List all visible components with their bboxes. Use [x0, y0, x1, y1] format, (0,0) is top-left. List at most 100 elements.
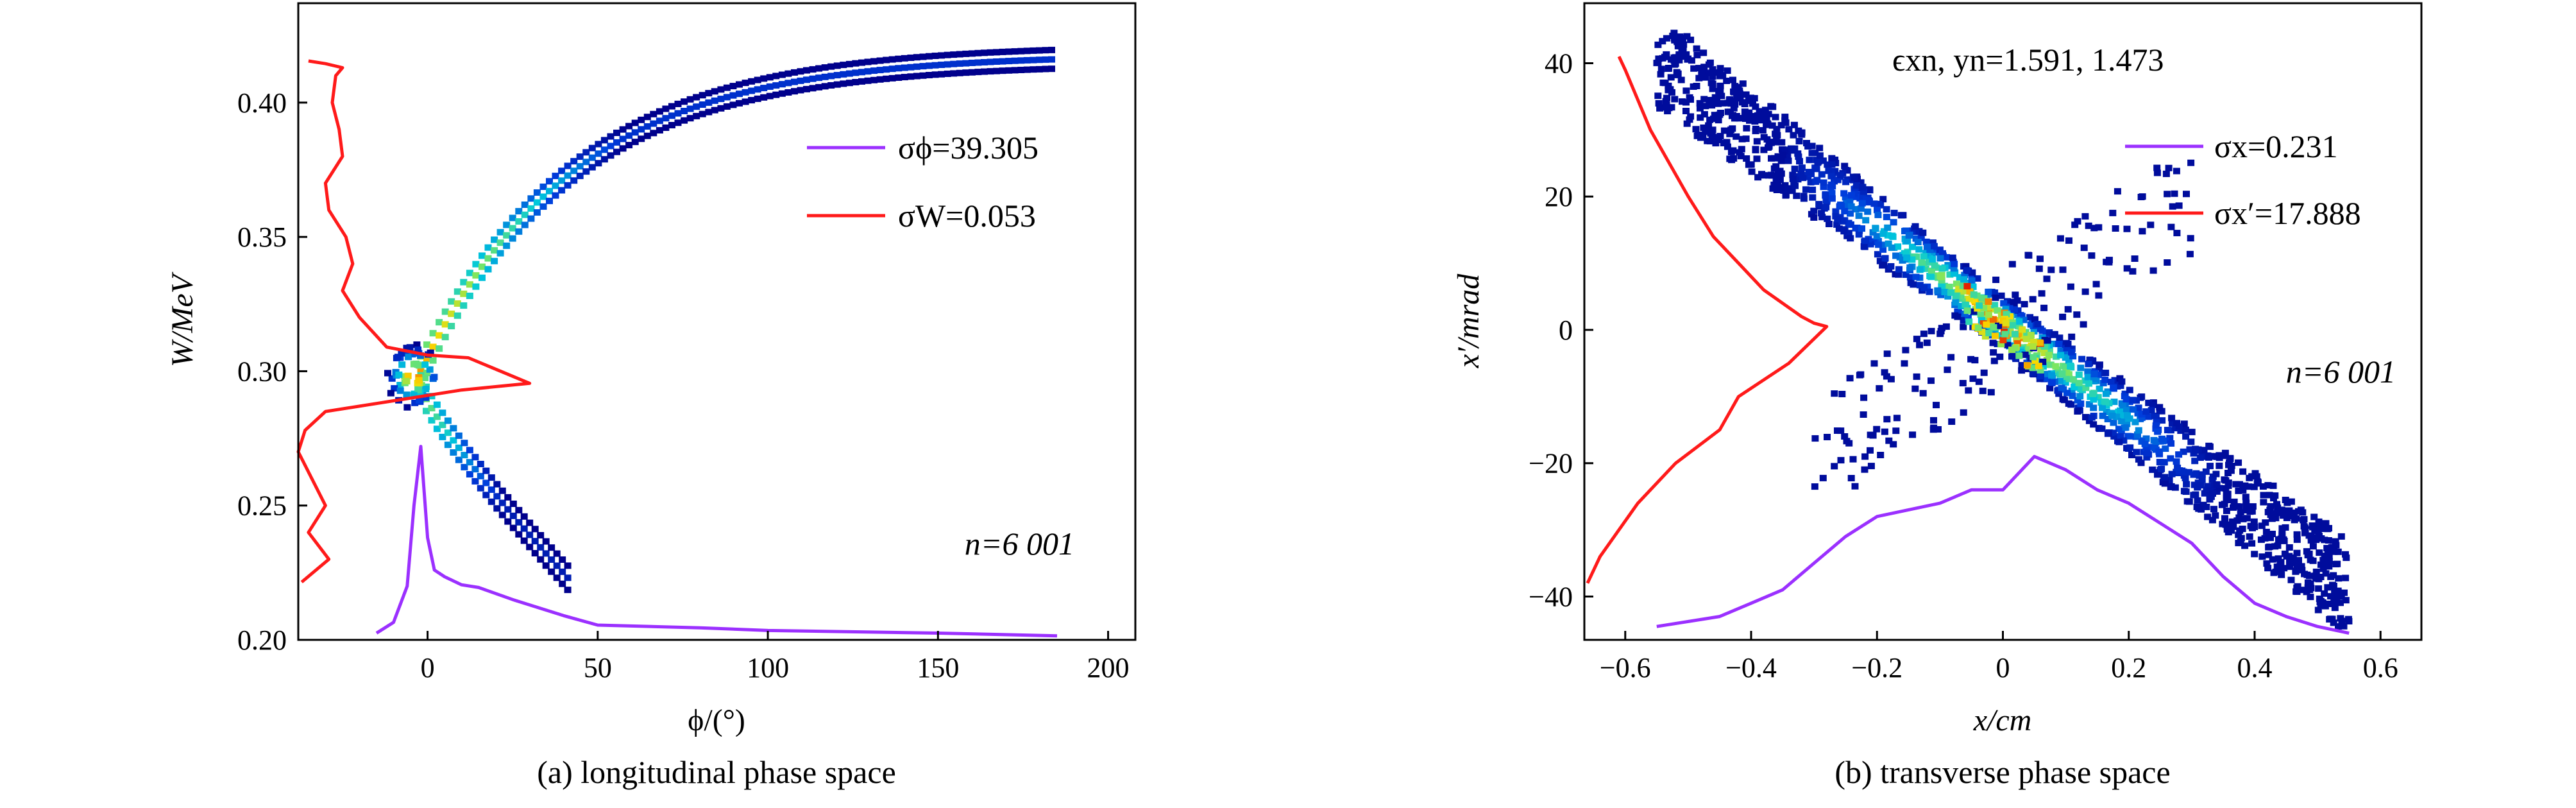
heatmap-cell	[2310, 513, 2318, 520]
heatmap-cell	[2074, 397, 2081, 404]
heatmap-cell	[1923, 243, 1931, 250]
heatmap-cell	[2153, 169, 2161, 176]
heatmap-cell	[2275, 555, 2282, 562]
heatmap-cell	[2022, 329, 2029, 336]
heatmap-cell	[2058, 370, 2066, 377]
heatmap-cell	[1847, 192, 1855, 199]
heatmap-cell	[2235, 459, 2242, 466]
heatmap-cell	[537, 544, 545, 551]
heatmap-cell	[2085, 361, 2092, 368]
heatmap-cell	[448, 310, 455, 317]
heatmap-cell	[2158, 465, 2165, 472]
heatmap-cell	[2187, 159, 2195, 166]
heatmap-cell	[1781, 182, 1789, 189]
heatmap-cell	[1035, 56, 1043, 64]
heatmap-cell	[913, 73, 920, 80]
heatmap-cell	[558, 177, 566, 184]
heatmap-cell	[2012, 311, 2019, 318]
heatmap-cell	[2337, 615, 2344, 622]
heatmap-cell	[2111, 377, 2119, 384]
heatmap-cell	[1784, 151, 1792, 159]
heatmap-cell	[1709, 66, 1716, 73]
heatmap-cell	[2212, 470, 2220, 477]
heatmap-cell	[1908, 256, 1916, 263]
heatmap-cell	[2269, 531, 2276, 537]
heatmap-cell	[477, 485, 484, 492]
heatmap-cell	[1869, 432, 1877, 439]
heatmap-cell	[1724, 143, 1731, 150]
heatmap-cell	[2230, 498, 2238, 505]
heatmap-cell	[883, 56, 890, 64]
heatmap-cell	[748, 97, 756, 104]
heatmap-cell	[662, 115, 670, 122]
heatmap-cell	[1700, 111, 1708, 118]
series-line	[375, 445, 1058, 638]
heatmap-cell	[2154, 428, 2162, 435]
heatmap-cell	[1715, 137, 1723, 143]
heatmap-cell	[2271, 492, 2279, 499]
heatmap-cell	[2298, 587, 2306, 594]
heatmap-cell	[1906, 264, 1914, 271]
heatmap-cell	[2274, 563, 2282, 571]
heatmap-cell	[2242, 506, 2250, 513]
heatmap-cell	[662, 105, 670, 112]
heatmap-cell	[515, 218, 523, 225]
heatmap-cell	[2145, 413, 2153, 420]
heatmap-cell	[564, 182, 572, 189]
heatmap-cell	[2269, 482, 2277, 489]
heatmap-cell	[1965, 318, 1973, 325]
heatmap-cell	[533, 199, 541, 206]
heatmap-cell	[748, 78, 756, 85]
heatmap-cell	[974, 49, 982, 56]
heatmap-cell	[1902, 271, 1910, 278]
heatmap-cell	[461, 463, 468, 470]
heatmap-cell	[791, 88, 798, 95]
heatmap-cell	[1833, 221, 1841, 228]
heatmap-cell	[2090, 404, 2097, 411]
heatmap-cell	[2102, 390, 2110, 397]
heatmap-cell	[2135, 404, 2142, 411]
heatmap-cell	[444, 417, 452, 424]
y-axis-label-b: x′/mrad	[1452, 273, 1486, 368]
heatmap-cell	[1741, 101, 1749, 108]
heatmap-cell	[2312, 575, 2319, 582]
heatmap-cell	[2026, 314, 2034, 321]
caption-a: (a) longitudinal phase space	[537, 754, 896, 790]
heatmap-cell	[1860, 394, 1868, 401]
heatmap-cell	[1795, 127, 1802, 134]
heatmap-cell	[2268, 515, 2276, 522]
heatmap-cell	[1916, 282, 1924, 289]
heatmap-cell	[1763, 115, 1770, 122]
heatmap-cell	[1845, 440, 1853, 447]
heatmap-cell	[827, 73, 835, 80]
heatmap-cell	[845, 70, 853, 77]
heatmap-cell	[542, 562, 550, 569]
heatmap-cell	[429, 357, 437, 364]
heatmap-cell	[1800, 193, 1808, 200]
heatmap-cell	[2158, 417, 2166, 424]
heatmap-cell	[2315, 585, 2323, 592]
heatmap-cell	[2278, 531, 2286, 538]
heatmap-cell	[1835, 225, 1843, 232]
heatmap-cell	[607, 133, 614, 140]
heatmap-cell	[681, 117, 688, 124]
heatmap-cell	[1663, 35, 1670, 42]
heatmap-cell	[1906, 274, 1914, 281]
heatmap-cell	[1695, 65, 1703, 72]
heatmap-cell	[2175, 202, 2183, 209]
heatmap-cell	[2274, 504, 2282, 511]
heatmap-cell	[1862, 217, 1870, 224]
heatmap-cell	[2209, 490, 2216, 497]
heatmap-cell	[1781, 148, 1789, 155]
heatmap-cell	[784, 89, 792, 96]
heatmap-cell	[391, 385, 398, 392]
heatmap-cell	[631, 139, 639, 146]
heatmap-cell	[1793, 193, 1801, 200]
heatmap-cell	[2045, 352, 2053, 359]
heatmap-cell	[2317, 602, 2325, 609]
heatmap-cell	[503, 232, 511, 239]
heatmap-cell	[496, 239, 504, 246]
heatmap-cell	[2046, 361, 2054, 368]
heatmap-cell	[1709, 80, 1716, 87]
x-tick-label: 0	[1996, 652, 2010, 683]
